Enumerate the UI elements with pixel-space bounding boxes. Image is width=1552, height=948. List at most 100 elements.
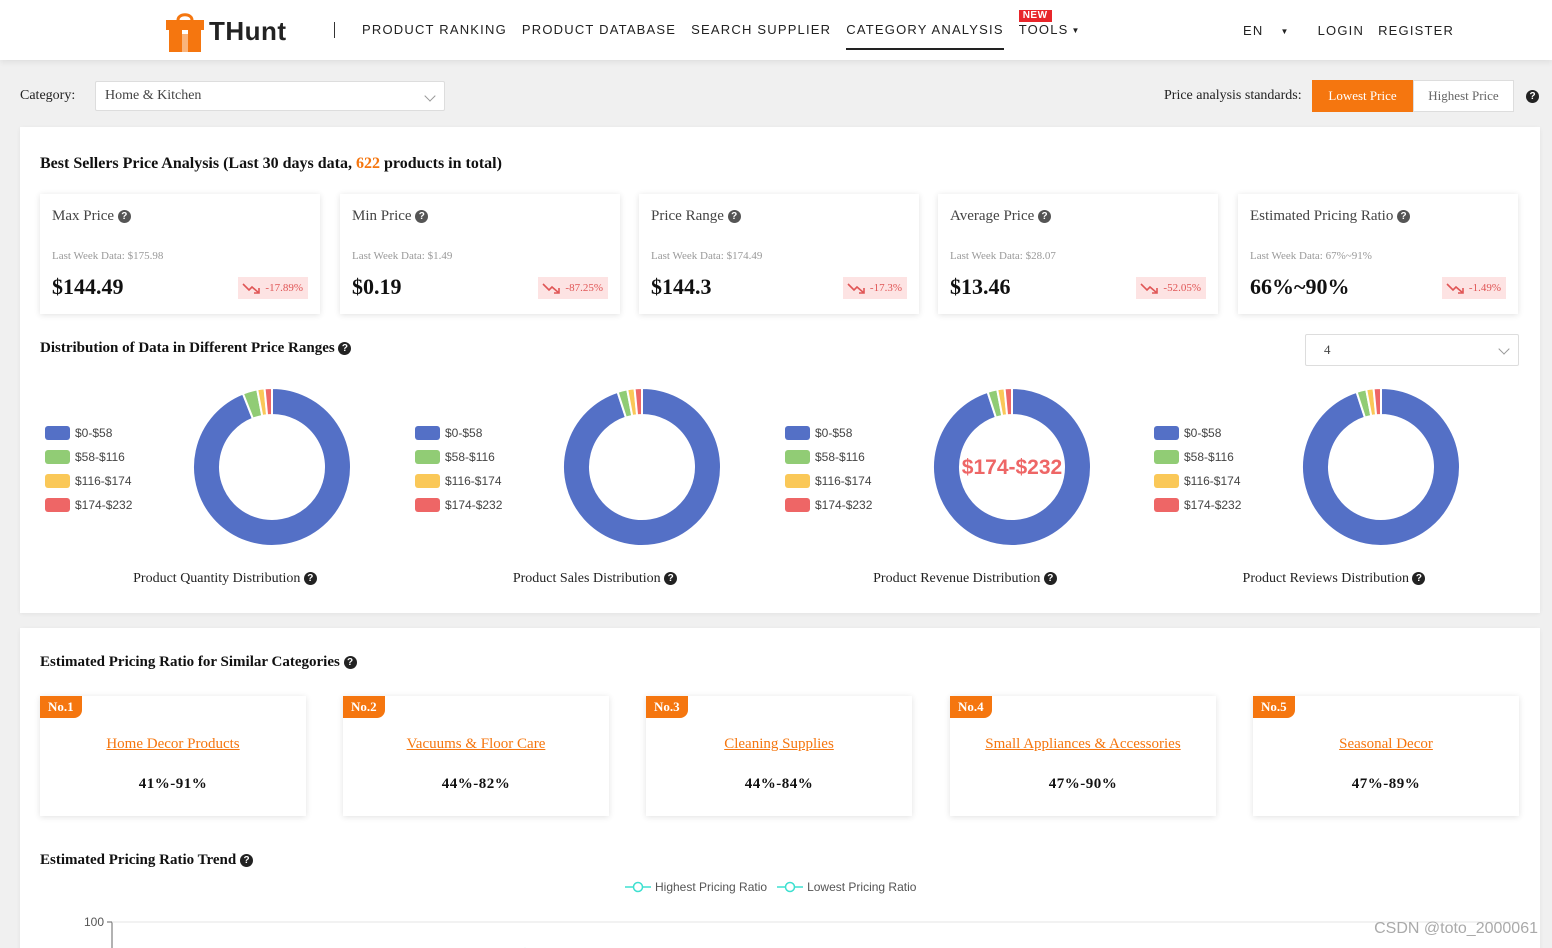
help-icon[interactable]: ? bbox=[240, 854, 253, 868]
donut-chart-quantity[interactable] bbox=[180, 377, 360, 557]
help-icon[interactable]: ? bbox=[1526, 90, 1539, 103]
category-link[interactable]: Seasonal Decor bbox=[1339, 736, 1433, 752]
legend-item[interactable]: $174-$232 bbox=[45, 493, 132, 517]
bucket-count-value: 4 bbox=[1324, 342, 1331, 357]
legend-label: $174-$232 bbox=[75, 498, 133, 512]
legend-label: $0-$58 bbox=[815, 426, 853, 440]
change-value: -1.49% bbox=[1468, 282, 1501, 294]
change-value: -52.05% bbox=[1163, 282, 1201, 294]
legend-label: $58-$116 bbox=[815, 450, 865, 464]
legend-item-high[interactable]: Highest Pricing Ratio bbox=[625, 880, 767, 894]
last-week-data: Last Week Data: $175.98 bbox=[52, 250, 164, 262]
legend-item[interactable]: $116-$174 bbox=[45, 469, 132, 493]
lowest-price-button[interactable]: Lowest Price bbox=[1312, 80, 1413, 112]
ratio-value: 41%-91% bbox=[138, 776, 208, 792]
legend-swatch bbox=[45, 450, 70, 464]
change-badge: -1.49% bbox=[1441, 277, 1506, 299]
legend-item[interactable]: $58-$116 bbox=[1154, 445, 1241, 469]
category-link[interactable]: Small Appliances & Accessories bbox=[985, 736, 1181, 752]
legend-item[interactable]: $58-$116 bbox=[45, 445, 132, 469]
legend-item[interactable]: $0-$58 bbox=[45, 421, 132, 445]
bucket-count-select[interactable]: 4 bbox=[1305, 334, 1519, 366]
logo[interactable]: THunt bbox=[165, 8, 287, 54]
donut-chart-reviews[interactable] bbox=[1289, 377, 1469, 557]
help-icon[interactable]: ? bbox=[1412, 572, 1426, 586]
title-suffix: products in total) bbox=[380, 155, 502, 172]
legend-item[interactable]: $174-$232 bbox=[1154, 493, 1241, 517]
language-label: EN bbox=[1243, 22, 1264, 38]
help-icon[interactable]: ? bbox=[343, 656, 357, 670]
trend-down-icon bbox=[542, 283, 561, 294]
donut-slice-$0-$58[interactable] bbox=[192, 386, 352, 547]
stat-card-min-price: Min Price ? Last Week Data: $1.49 $0.19 … bbox=[340, 194, 620, 314]
main-nav: PRODUCT RANKING PRODUCT DATABASE SEARCH … bbox=[362, 0, 1096, 60]
legend-line-marker bbox=[625, 881, 651, 893]
donut-slice-$0-$58[interactable] bbox=[562, 386, 722, 547]
language-select[interactable]: EN ▼ bbox=[1243, 23, 1304, 38]
legend-label: $0-$58 bbox=[445, 426, 483, 440]
distribution-title-text: Distribution of Data in Different Price … bbox=[40, 340, 335, 356]
register-link[interactable]: REGISTER bbox=[1378, 22, 1455, 38]
rank-badge: No.5 bbox=[1253, 696, 1295, 718]
change-badge: -17.3% bbox=[842, 277, 907, 299]
legend-item[interactable]: $0-$58 bbox=[1154, 421, 1241, 445]
legend-item-low[interactable]: Lowest Pricing Ratio bbox=[777, 880, 916, 894]
legend-item[interactable]: $174-$232 bbox=[785, 493, 872, 517]
nav-product-ranking[interactable]: PRODUCT RANKING bbox=[362, 22, 507, 37]
category-link[interactable]: Home Decor Products bbox=[106, 736, 240, 752]
legend-item[interactable]: $58-$116 bbox=[415, 445, 502, 469]
top-navbar: THunt PRODUCT RANKING PRODUCT DATABASE S… bbox=[0, 0, 1552, 60]
legend-label: $58-$116 bbox=[445, 450, 495, 464]
rank-card-3: No.3 Cleaning Supplies 44%-84% bbox=[646, 696, 912, 816]
donut-slice-$174-$232[interactable] bbox=[633, 386, 643, 417]
trend-line-chart[interactable]: 100 bbox=[20, 908, 1540, 948]
filter-row: Category: Home & Kitchen Price analysis … bbox=[20, 80, 1540, 112]
price-standard-label: Price analysis standards: bbox=[1164, 88, 1302, 103]
rank-card-4: No.4 Small Appliances & Accessories 47%-… bbox=[950, 696, 1216, 816]
donut-slice-$174-$232[interactable] bbox=[263, 386, 273, 417]
help-icon[interactable]: ? bbox=[338, 342, 352, 356]
nav-category-analysis[interactable]: CATEGORY ANALYSIS bbox=[846, 0, 1005, 60]
legend-item[interactable]: $0-$58 bbox=[785, 421, 872, 445]
legend-item[interactable]: $0-$58 bbox=[415, 421, 502, 445]
price-standard-toggle: Lowest Price Highest Price bbox=[1312, 80, 1514, 112]
donut-slice-$0-$58[interactable] bbox=[1301, 386, 1461, 547]
legend-item[interactable]: $116-$174 bbox=[1154, 469, 1241, 493]
last-week-data: Last Week Data: $28.07 bbox=[950, 250, 1056, 262]
rank-badge: No.3 bbox=[646, 696, 688, 718]
stat-title: Price Range ? bbox=[651, 208, 741, 225]
donut-slice-$0-$58[interactable] bbox=[932, 386, 1092, 547]
donut-block-revenue: $0-$58 $58-$116 $116-$174 $174-$232 $174… bbox=[780, 377, 1150, 597]
category-label: Category: bbox=[20, 88, 76, 103]
login-link[interactable]: LOGIN bbox=[1317, 22, 1365, 38]
legend-item[interactable]: $174-$232 bbox=[415, 493, 502, 517]
highest-price-button[interactable]: Highest Price bbox=[1413, 80, 1514, 112]
help-icon[interactable]: ? bbox=[1043, 572, 1057, 586]
donut-slice-$174-$232[interactable] bbox=[1372, 386, 1382, 417]
donut-slice-$174-$232[interactable] bbox=[1003, 386, 1013, 417]
donut-chart-revenue[interactable]: $174-$232 bbox=[920, 377, 1100, 557]
stat-title-text: Average Price bbox=[950, 208, 1035, 224]
legend-swatch bbox=[785, 474, 810, 488]
help-icon[interactable]: ? bbox=[1397, 210, 1411, 224]
donut-block-quantity: $0-$58 $58-$116 $116-$174 $174-$232 Prod… bbox=[40, 377, 410, 597]
donut-caption-text: Product Revenue Distribution bbox=[873, 571, 1041, 586]
category-select[interactable]: Home & Kitchen bbox=[95, 81, 445, 111]
nav-product-database[interactable]: PRODUCT DATABASE bbox=[521, 22, 677, 37]
help-icon[interactable]: ? bbox=[1038, 210, 1052, 224]
legend-item[interactable]: $116-$174 bbox=[415, 469, 502, 493]
legend-label: $174-$232 bbox=[815, 498, 873, 512]
help-icon[interactable]: ? bbox=[117, 210, 131, 224]
help-icon[interactable]: ? bbox=[727, 210, 741, 224]
legend-item[interactable]: $116-$174 bbox=[785, 469, 872, 493]
title-prefix: Best Sellers Price Analysis (Last 30 day… bbox=[40, 155, 356, 172]
legend-item[interactable]: $58-$116 bbox=[785, 445, 872, 469]
category-link[interactable]: Vacuums & Floor Care bbox=[406, 736, 546, 752]
nav-tools[interactable]: NEW TOOLS ▼ bbox=[1018, 0, 1081, 60]
nav-search-supplier[interactable]: SEARCH SUPPLIER bbox=[691, 22, 832, 37]
help-icon[interactable]: ? bbox=[664, 572, 678, 586]
donut-chart-sales[interactable] bbox=[550, 377, 730, 557]
help-icon[interactable]: ? bbox=[303, 572, 317, 586]
help-icon[interactable]: ? bbox=[415, 210, 429, 224]
category-link[interactable]: Cleaning Supplies bbox=[724, 736, 834, 752]
